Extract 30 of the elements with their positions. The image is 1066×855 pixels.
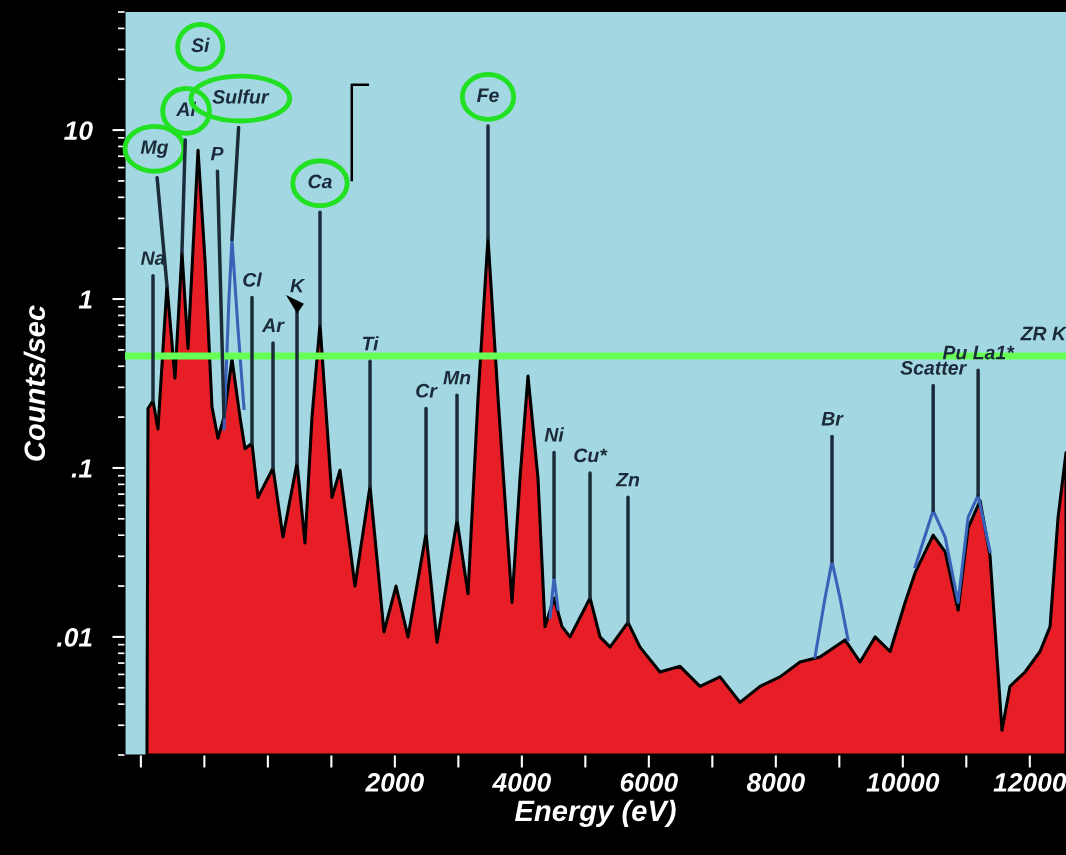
annotation: Ca	[308, 174, 332, 189]
x-tick-label: 8000	[746, 773, 805, 792]
annotation: K	[290, 278, 306, 293]
annotation: Ni	[544, 427, 565, 442]
x-axis-title: Energy (eV)	[514, 799, 676, 827]
annotation: Cu*	[574, 448, 608, 463]
x-tick-label: 2000	[365, 773, 424, 792]
annotation: Ti	[362, 336, 379, 351]
annotation: Si	[191, 37, 210, 53]
y-tick-label: .1	[71, 459, 92, 478]
x-tick-label: 6000	[620, 773, 678, 792]
x-tick-label: 10000	[866, 773, 940, 792]
y-axis-title: Counts/sec	[23, 305, 46, 461]
annotation: Zn	[615, 472, 640, 487]
x-tick-label: 12000	[993, 773, 1066, 792]
annotation: Pu La1*	[942, 345, 1015, 360]
x-tick-label: 4000	[492, 773, 551, 792]
annotation: Cl	[243, 272, 263, 287]
annotation: Sulfur	[212, 89, 270, 104]
annotation: Ar	[261, 318, 285, 332]
annotation: Scatter	[900, 360, 968, 375]
annotation: P	[210, 146, 224, 161]
y-tick-label: .01	[56, 628, 92, 647]
y-tick-label: 10	[64, 121, 93, 140]
annotation: Fe	[477, 88, 499, 103]
annotation: Br	[821, 412, 844, 426]
y-tick-label: 1	[78, 290, 92, 309]
annotation: Mn	[443, 370, 471, 385]
annotation: Cr	[416, 383, 438, 398]
annotation: Mg	[140, 140, 169, 158]
